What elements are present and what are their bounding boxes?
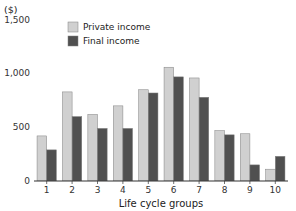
x-tick-label: 2 bbox=[69, 185, 75, 195]
x-tick-label: 6 bbox=[171, 185, 177, 195]
legend-swatch bbox=[68, 36, 78, 46]
bar bbox=[139, 90, 149, 181]
x-tick bbox=[97, 181, 98, 184]
x-tick-label: 4 bbox=[120, 185, 126, 195]
bar bbox=[98, 128, 108, 181]
chart: 0 500 1,000 1,500 1 2 3 4 5 6 7 8 9 10 Life cycle grou… bbox=[0, 0, 296, 211]
bar bbox=[240, 134, 250, 181]
bar bbox=[72, 117, 82, 181]
bars bbox=[37, 67, 285, 181]
x-tick-label: 7 bbox=[196, 185, 202, 195]
bar bbox=[189, 78, 199, 181]
bar bbox=[225, 135, 235, 181]
x-tick bbox=[249, 181, 250, 184]
x-tick bbox=[46, 181, 47, 184]
bar bbox=[123, 128, 133, 181]
legend-swatch bbox=[68, 22, 78, 32]
x-tick bbox=[72, 181, 73, 184]
legend: Private income Final income bbox=[68, 22, 151, 47]
chart-container: 0 500 1,000 1,500 1 2 3 4 5 6 7 8 9 10 Life cycle grou… bbox=[0, 0, 296, 211]
x-axis-label: Life cycle groups bbox=[119, 198, 203, 209]
x-tick-label: 1 bbox=[44, 185, 50, 195]
bar bbox=[266, 169, 276, 181]
bar bbox=[47, 150, 57, 181]
y-tick-label: 1,500 bbox=[4, 15, 30, 25]
bar bbox=[174, 77, 184, 181]
x-tick-label: 3 bbox=[95, 185, 101, 195]
x-tick bbox=[199, 181, 200, 184]
x-tick bbox=[224, 181, 225, 184]
bar bbox=[164, 67, 174, 181]
bar bbox=[88, 114, 98, 181]
bar bbox=[215, 131, 225, 181]
bar bbox=[250, 165, 260, 181]
x-tick bbox=[122, 181, 123, 184]
x-tick bbox=[275, 181, 276, 184]
x-tick-label: 10 bbox=[270, 185, 282, 195]
bar bbox=[275, 156, 285, 181]
legend-label: Private income bbox=[83, 22, 151, 32]
x-tick-label: 5 bbox=[145, 185, 151, 195]
bar bbox=[113, 106, 123, 181]
legend-label: Final income bbox=[83, 36, 140, 46]
x-tick-label: 8 bbox=[222, 185, 228, 195]
y-tick-label: 1,000 bbox=[4, 68, 30, 78]
x-tick bbox=[173, 181, 174, 184]
x-tick-label: 9 bbox=[247, 185, 253, 195]
bar bbox=[62, 92, 72, 181]
y-tick-label: 0 bbox=[24, 176, 30, 186]
bar bbox=[148, 93, 158, 181]
bar bbox=[37, 136, 47, 181]
y-tick-label: 500 bbox=[13, 122, 30, 132]
x-tick bbox=[148, 181, 149, 184]
bar bbox=[199, 97, 209, 181]
annotation: ($) bbox=[4, 4, 17, 15]
